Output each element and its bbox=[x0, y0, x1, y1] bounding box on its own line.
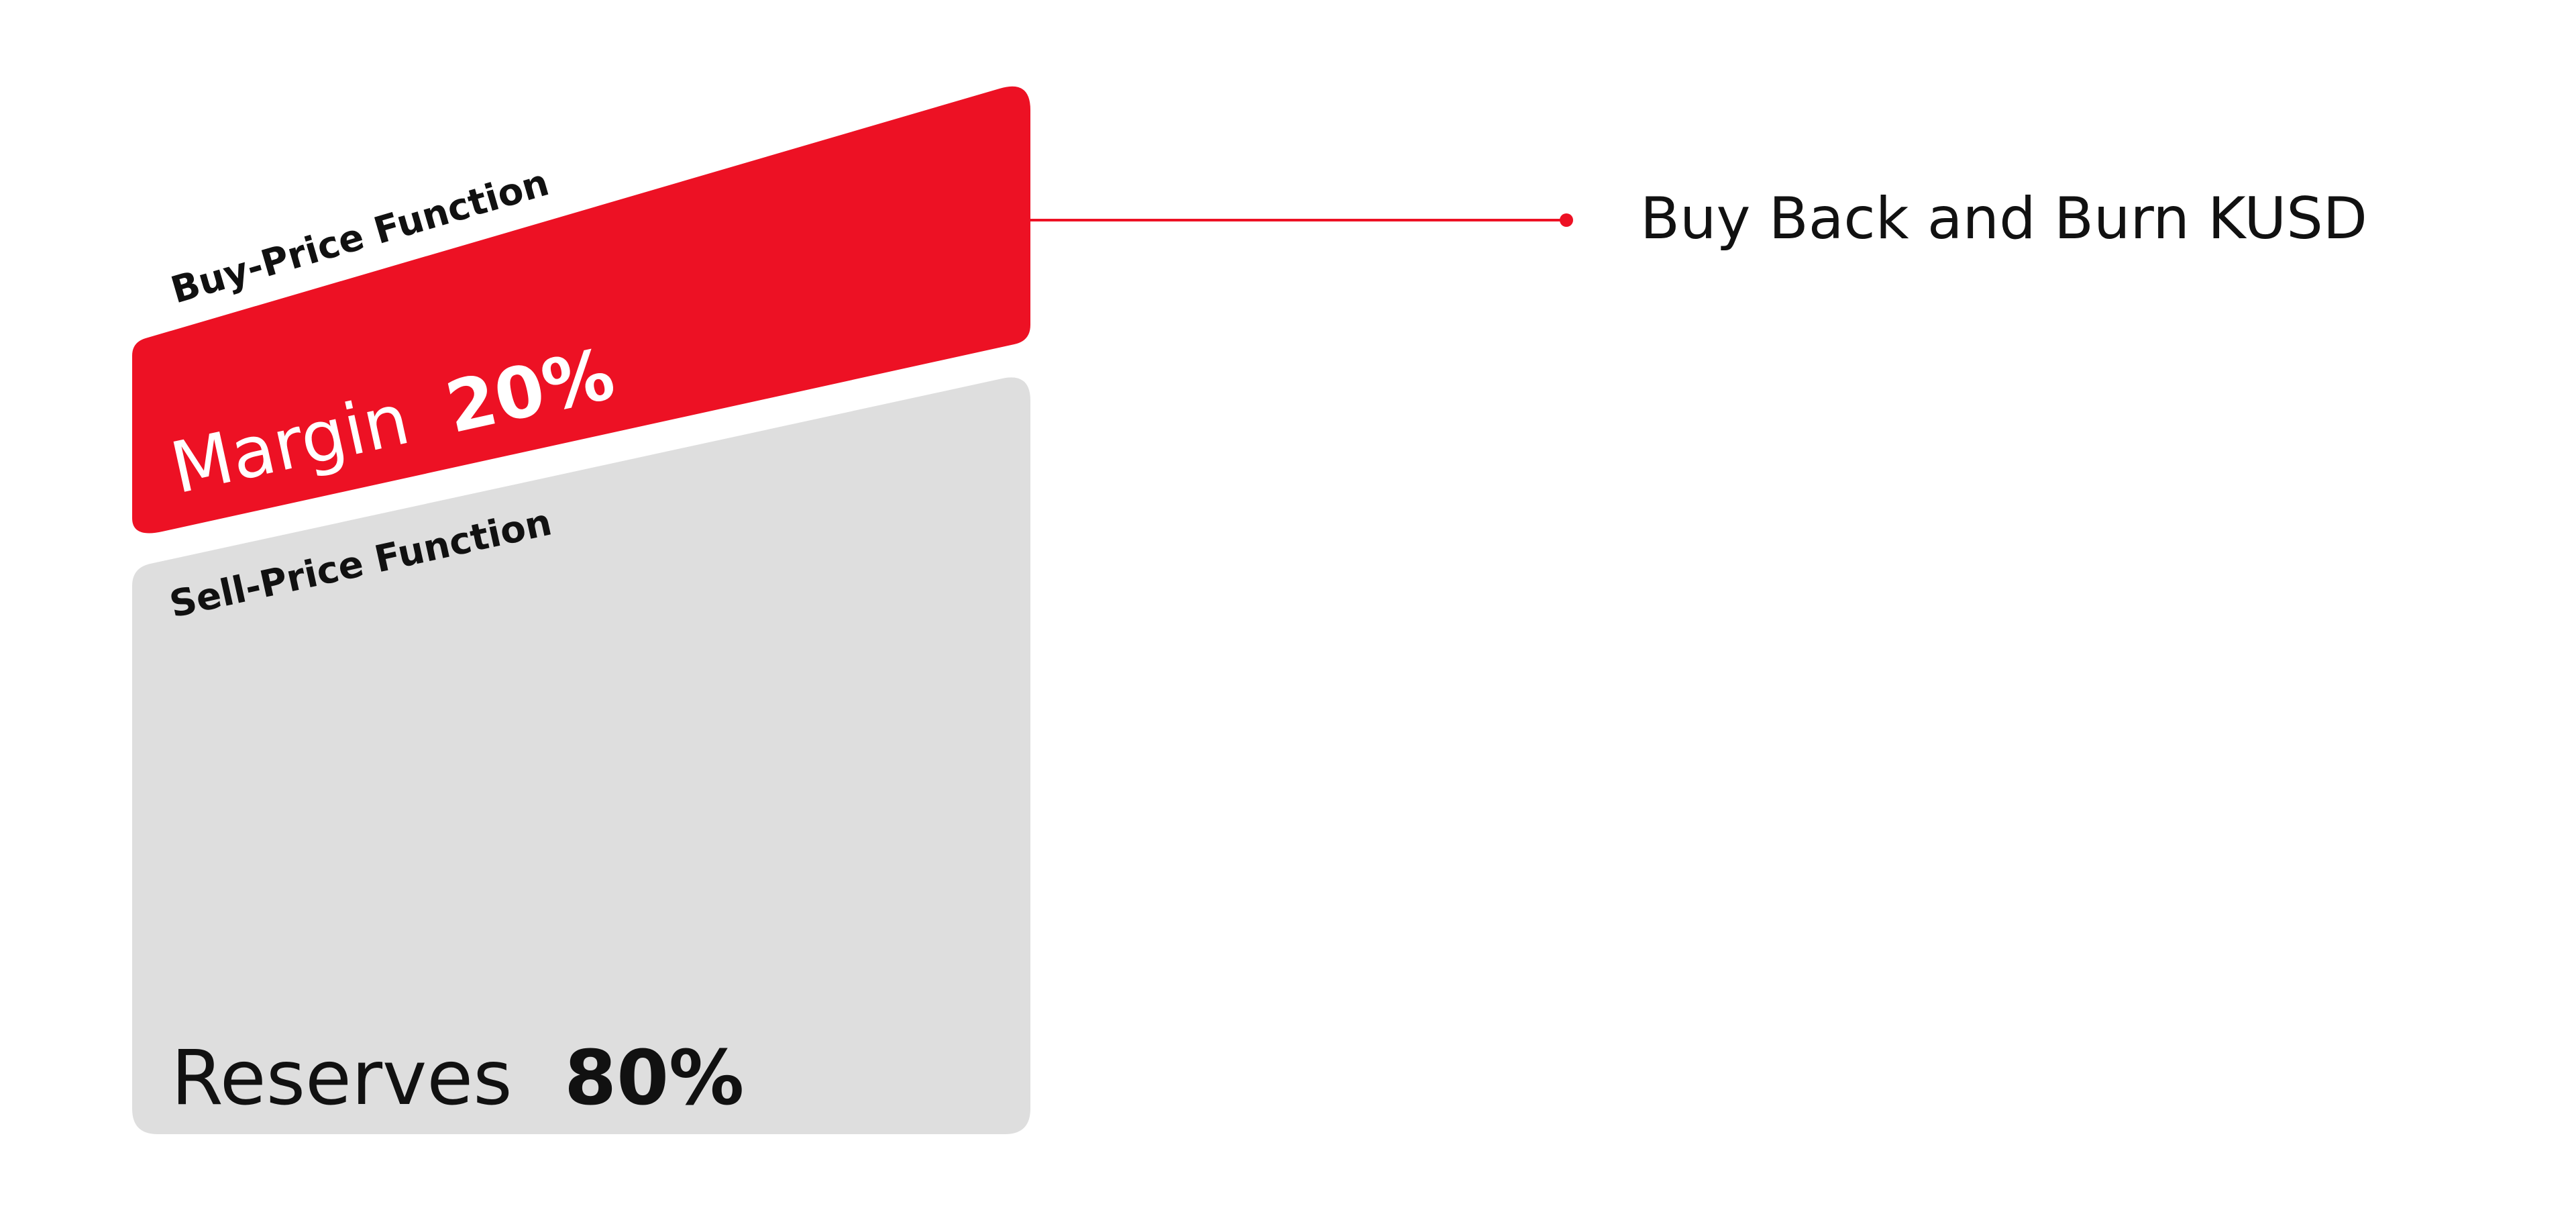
reserves-block bbox=[132, 377, 1030, 1134]
margin-block bbox=[132, 86, 1030, 534]
reserves-label: Reserves 80% bbox=[171, 1035, 744, 1122]
connector-dot bbox=[1560, 213, 1573, 227]
reserves-label-text: Reserves bbox=[171, 1035, 513, 1122]
reserves-percent: 80% bbox=[564, 1035, 744, 1122]
buy-back-burn-annotation: Buy Back and Burn KUSD bbox=[1640, 185, 2367, 252]
